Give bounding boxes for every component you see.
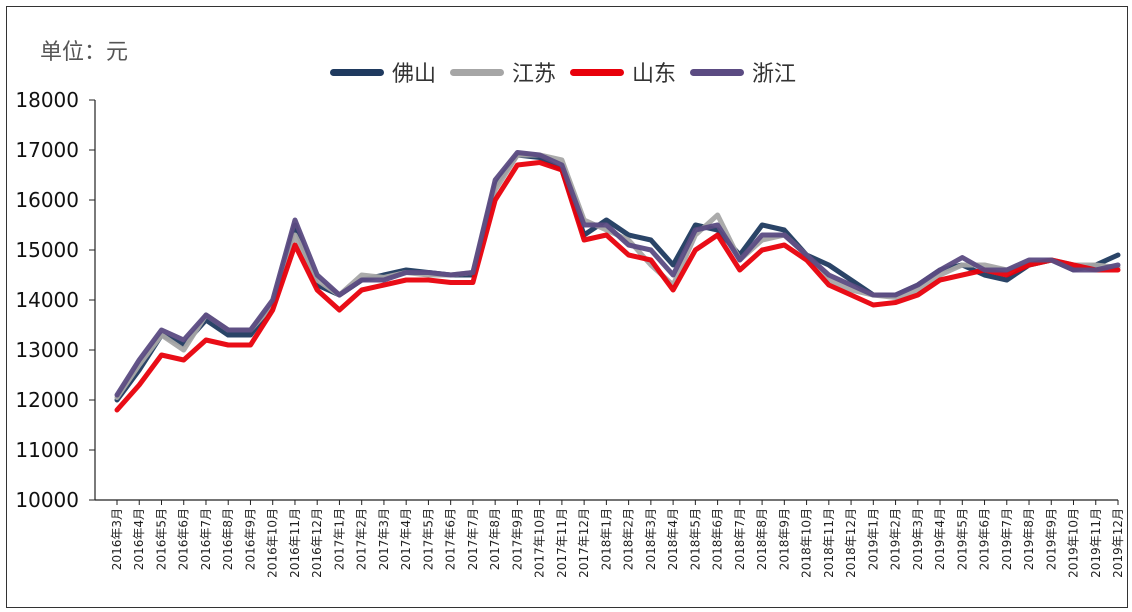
y-tick-label: 17000 bbox=[15, 138, 79, 162]
x-tick-label: 2019年6月 bbox=[978, 508, 992, 570]
x-tick-label: 2017年2月 bbox=[355, 508, 369, 570]
x-tick-label: 2018年5月 bbox=[688, 508, 702, 570]
x-tick-label: 2019年8月 bbox=[1022, 508, 1036, 570]
y-tick-label: 13000 bbox=[15, 338, 79, 362]
y-tick-label: 16000 bbox=[15, 188, 79, 212]
x-tick-label: 2019年7月 bbox=[1000, 508, 1014, 570]
x-tick-label: 2019年12月 bbox=[1111, 508, 1125, 578]
x-tick-label: 2017年1月 bbox=[332, 508, 346, 570]
x-tick-label: 2019年11月 bbox=[1089, 508, 1103, 578]
x-tick-label: 2018年11月 bbox=[822, 508, 836, 578]
series-line-3 bbox=[114, 150, 1121, 398]
x-tick-label: 2019年9月 bbox=[1044, 508, 1058, 570]
x-tick-label: 2016年8月 bbox=[221, 508, 235, 570]
x-tick-label: 2017年10月 bbox=[533, 508, 547, 578]
x-tick-label: 2017年8月 bbox=[488, 508, 502, 570]
x-tick-label: 2018年2月 bbox=[622, 508, 636, 570]
x-tick-label: 2018年7月 bbox=[733, 508, 747, 570]
x-tick-label: 2016年4月 bbox=[132, 508, 146, 570]
x-tick-label: 2018年12月 bbox=[844, 508, 858, 578]
x-tick-label: 2016年7月 bbox=[199, 508, 213, 570]
legend-label: 江苏 bbox=[512, 62, 557, 87]
x-tick-label: 2017年6月 bbox=[444, 508, 458, 570]
x-tick-label: 2019年5月 bbox=[955, 508, 969, 570]
x-tick-label: 2016年5月 bbox=[154, 508, 168, 570]
chart-frame bbox=[6, 6, 1128, 608]
x-tick-label: 2016年12月 bbox=[310, 508, 324, 578]
x-tick-label: 2018年10月 bbox=[800, 508, 814, 578]
x-tick-label: 2019年3月 bbox=[911, 508, 925, 570]
legend-label: 浙江 bbox=[752, 62, 797, 87]
x-tick-label: 2016年9月 bbox=[243, 508, 257, 570]
x-tick-label: 2017年12月 bbox=[577, 508, 591, 578]
legend-swatch bbox=[690, 68, 745, 76]
legend-swatch bbox=[450, 68, 505, 76]
x-tick-label: 2017年4月 bbox=[399, 508, 413, 570]
series-line-0 bbox=[114, 152, 1121, 403]
legend-label: 山东 bbox=[632, 62, 677, 87]
x-tick-label: 2018年8月 bbox=[755, 508, 769, 570]
x-tick-label: 2017年5月 bbox=[421, 508, 435, 570]
y-tick-label: 15000 bbox=[15, 238, 79, 262]
legend-swatch bbox=[330, 68, 384, 76]
legend-item-jiangsu: 江苏 bbox=[450, 56, 556, 88]
y-tick-label: 18000 bbox=[15, 88, 79, 112]
y-tick-label: 11000 bbox=[15, 438, 79, 462]
legend-item-foshan: 佛山 bbox=[330, 56, 436, 88]
x-tick-label: 2016年11月 bbox=[288, 508, 302, 578]
x-tick-label: 2016年3月 bbox=[110, 508, 124, 570]
x-tick-label: 2019年4月 bbox=[933, 508, 947, 570]
x-tick-label: 2018年3月 bbox=[644, 508, 658, 570]
legend: 佛山 江苏 山东 浙江 bbox=[330, 56, 796, 88]
x-tick-label: 2017年7月 bbox=[466, 508, 480, 570]
x-tick-label: 2018年1月 bbox=[599, 508, 613, 570]
x-tick-label: 2018年9月 bbox=[777, 508, 791, 570]
x-tick-label: 2016年10月 bbox=[266, 508, 280, 578]
x-tick-label: 2017年3月 bbox=[377, 508, 391, 570]
legend-item-zhejiang: 浙江 bbox=[690, 56, 796, 88]
x-tick-label: 2016年6月 bbox=[177, 508, 191, 570]
series-line-2 bbox=[114, 160, 1121, 413]
y-tick-label: 10000 bbox=[15, 488, 79, 512]
x-tick-label: 2018年6月 bbox=[711, 508, 725, 570]
x-tick-label: 2019年10月 bbox=[1067, 508, 1081, 578]
legend-swatch bbox=[570, 68, 625, 76]
unit-label: 单位：元 bbox=[40, 40, 129, 65]
legend-item-shandong: 山东 bbox=[570, 56, 676, 88]
y-tick-label: 12000 bbox=[15, 388, 79, 412]
x-tick-label: 2017年11月 bbox=[555, 508, 569, 578]
x-tick-label: 2019年2月 bbox=[889, 508, 903, 570]
x-tick-label: 2019年1月 bbox=[866, 508, 880, 570]
x-tick-label: 2018年4月 bbox=[666, 508, 680, 570]
legend-label: 佛山 bbox=[392, 62, 437, 87]
x-tick-label: 2017年9月 bbox=[510, 508, 524, 570]
y-tick-label: 14000 bbox=[15, 288, 79, 312]
